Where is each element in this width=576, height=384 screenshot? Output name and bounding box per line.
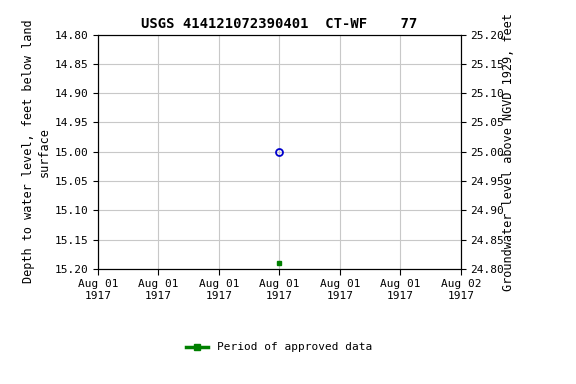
Y-axis label: Groundwater level above NGVD 1929, feet: Groundwater level above NGVD 1929, feet xyxy=(502,13,515,291)
Title: USGS 414121072390401  CT-WF    77: USGS 414121072390401 CT-WF 77 xyxy=(141,17,418,31)
Legend: Period of approved data: Period of approved data xyxy=(182,338,377,357)
Y-axis label: Depth to water level, feet below land
surface: Depth to water level, feet below land su… xyxy=(22,20,50,283)
